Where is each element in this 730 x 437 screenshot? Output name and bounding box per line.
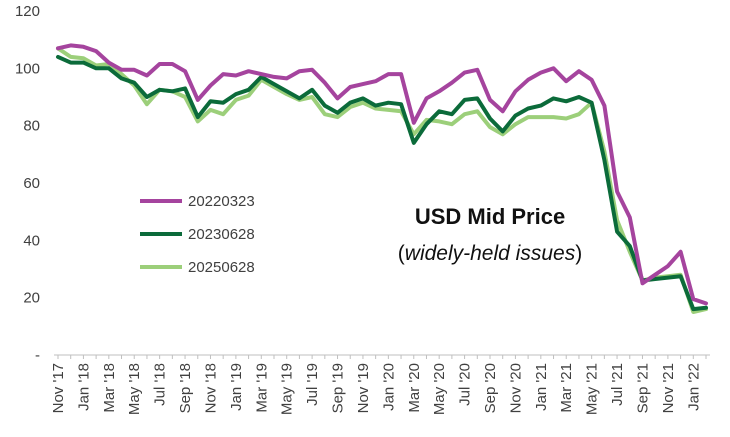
x-tick-label: Nov '20 [507,363,524,413]
x-tick-label: May '20 [431,363,448,415]
chart-title-block: USD Mid Price (widely-held issues) [398,204,582,265]
x-tick-label: Jul '20 [457,363,474,406]
x-tick-label: Jul '21 [609,363,626,406]
series-line-20220323 [56,43,708,306]
y-axis: - 20 40 60 80 100 120 [15,3,40,364]
y-tick-label: 120 [15,3,40,20]
x-tick-label: May '21 [584,363,601,415]
x-tick-label: Jan '19 [228,363,245,411]
x-tick-label: Sep '21 [634,363,651,413]
y-tick-label: 100 [15,60,40,77]
x-tick-label: Sep '18 [177,363,194,413]
legend-label-20250628: 20250628 [188,259,255,276]
chart-subtitle-close: ) [575,242,582,265]
x-tick-label: Nov '21 [660,363,677,413]
x-tick-label: Mar '18 [101,363,118,413]
legend-label-20220323: 20220323 [188,193,255,210]
x-tick-label: Nov '19 [355,363,372,413]
y-tick-label: 20 [23,290,40,307]
y-tick-label: 40 [23,232,40,249]
x-tick-label: Mar '21 [558,363,575,413]
x-tick-label: Nov '17 [50,363,67,413]
y-tick-label: 60 [23,175,40,192]
x-tick-label: Jan '21 [533,363,550,411]
x-tick-label: Nov '18 [202,363,219,413]
x-tick-label: Jan '22 [685,363,702,411]
x-tick-label: Mar '20 [406,363,423,413]
series-line-20230628 [56,54,708,312]
x-tick-label: Sep '19 [330,363,347,413]
x-tick-label: Mar '19 [253,363,270,413]
x-tick-label: May '18 [126,363,143,415]
chart-title: USD Mid Price [415,204,565,229]
legend-label-20230628: 20230628 [188,226,255,243]
series-layer [56,43,708,314]
x-tick-label: Jul '19 [304,363,321,406]
x-axis: Nov '17 Jan '18 Mar '18 May '18 Jul '18 Sep '… [50,354,710,415]
y-tick-label: 80 [23,118,40,135]
chart-subtitle-text: widely-held issues [405,242,576,265]
chart-subtitle-open: ( [398,242,405,265]
chart-subtitle: (widely-held issues) [398,242,582,265]
x-tick-label: May '19 [279,363,296,415]
x-tick-label: Jan '18 [75,363,92,411]
x-tick-label: Jul '18 [152,363,169,406]
y-tick-label: - [35,347,40,364]
legend: 20220323 20230628 20250628 [140,193,255,276]
x-tick-label: Jan '20 [380,363,397,411]
x-tick-label: Sep '20 [482,363,499,413]
